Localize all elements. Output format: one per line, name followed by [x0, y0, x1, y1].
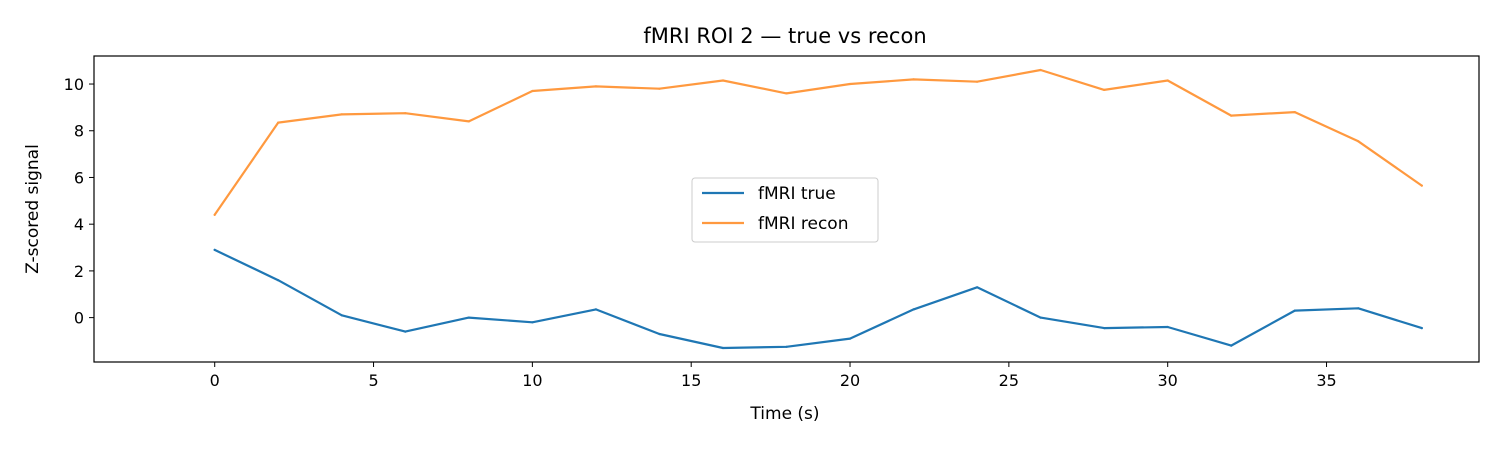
data-point-fmri-true: [1357, 307, 1360, 310]
x-tick-label: 0: [210, 371, 220, 390]
data-point-fmri-true: [1293, 309, 1296, 312]
data-point-fmri-true: [721, 346, 725, 350]
y-axis-label: Z-scored signal: [23, 144, 43, 274]
x-tick-label: 35: [1316, 371, 1336, 390]
data-point-fmri-true: [1039, 316, 1042, 319]
x-tick-label: 30: [1158, 371, 1178, 390]
y-tick-label: 8: [74, 122, 84, 141]
data-point-fmri-recon: [976, 80, 979, 83]
data-point-fmri-recon: [848, 82, 852, 86]
data-point-fmri-true: [594, 308, 598, 311]
data-point-fmri-recon: [277, 121, 280, 124]
data-point-fmri-true: [785, 345, 788, 348]
data-point-fmri-recon: [1230, 114, 1233, 117]
data-point-fmri-true: [912, 308, 915, 311]
data-point-fmri-recon: [467, 120, 470, 123]
x-tick-label: 15: [681, 371, 701, 390]
y-tick-label: 2: [74, 262, 84, 281]
data-point-fmri-recon: [340, 113, 343, 116]
series-line-fmri-true: [213, 248, 1423, 350]
data-point-fmri-recon: [1103, 88, 1106, 91]
data-point-fmri-true: [213, 248, 216, 251]
data-point-fmri-recon: [1166, 79, 1169, 82]
data-point-fmri-true: [1166, 325, 1169, 329]
data-point-fmri-recon: [213, 213, 216, 216]
legend-label-fmri-true: fMRI true: [758, 184, 836, 204]
x-tick-label: 20: [840, 371, 860, 390]
data-point-fmri-recon: [531, 89, 534, 93]
data-point-fmri-recon: [785, 92, 788, 95]
x-tick-label: 25: [999, 371, 1019, 390]
data-point-fmri-true: [467, 316, 470, 319]
chart-title: fMRI ROI 2 — true vs recon: [643, 24, 926, 48]
data-point-fmri-true: [976, 286, 979, 289]
legend: fMRI true fMRI recon: [691, 177, 879, 243]
data-point-fmri-true: [658, 332, 661, 336]
legend-label-fmri-recon: fMRI recon: [758, 214, 848, 234]
data-point-fmri-recon: [404, 112, 407, 115]
data-point-fmri-recon: [658, 87, 661, 90]
data-point-fmri-recon: [1357, 140, 1360, 143]
data-point-fmri-true: [404, 330, 407, 333]
data-point-fmri-recon: [912, 78, 915, 81]
x-axis: 0 5 10 15 20 25 30 35: [210, 362, 1337, 390]
x-tick-label: 5: [368, 371, 378, 390]
series-layer: [213, 68, 1423, 350]
x-axis-label: Time (s): [749, 404, 819, 424]
data-point-fmri-recon: [1293, 111, 1296, 114]
data-point-fmri-recon: [1420, 184, 1423, 187]
data-point-fmri-true: [340, 314, 343, 317]
y-tick-label: 10: [64, 75, 84, 94]
x-tick-label: 10: [522, 371, 542, 390]
y-tick-label: 6: [74, 168, 84, 187]
data-point-fmri-true: [848, 337, 852, 340]
data-point-fmri-recon: [1039, 68, 1042, 72]
data-point-fmri-true: [531, 321, 534, 324]
data-point-fmri-true: [1420, 327, 1423, 330]
data-point-fmri-true: [1103, 327, 1106, 330]
y-tick-label: 0: [74, 309, 84, 328]
data-point-fmri-recon: [721, 79, 725, 82]
data-point-fmri-true: [277, 279, 280, 282]
y-tick-label: 4: [74, 215, 84, 234]
y-axis: 0 2 4 6 8 10: [64, 75, 94, 328]
series-line-fmri-recon: [213, 68, 1423, 216]
data-point-fmri-recon: [594, 85, 598, 88]
data-point-fmri-true: [1230, 344, 1233, 347]
plot-area-frame: [93, 55, 1480, 363]
